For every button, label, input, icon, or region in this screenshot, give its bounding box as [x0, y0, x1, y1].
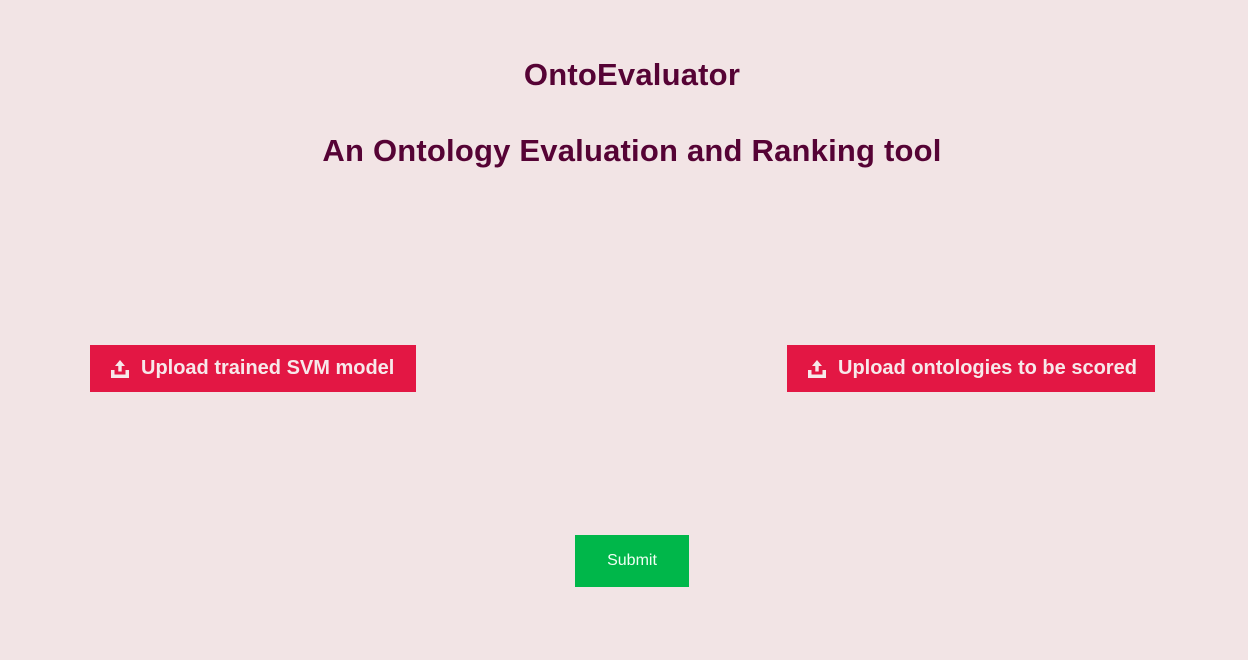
submit-button[interactable]: Submit [575, 535, 689, 587]
upload-svm-model-label: Upload trained SVM model [141, 357, 395, 379]
app-subtitle: An Ontology Evaluation and Ranking tool [322, 133, 942, 168]
upload-icon [110, 359, 130, 379]
app-title: OntoEvaluator [523, 57, 741, 92]
upload-ontologies-label: Upload ontologies to be scored [838, 357, 1137, 379]
upload-icon [807, 359, 827, 379]
upload-ontologies-button[interactable]: Upload ontologies to be scored [787, 345, 1155, 392]
upload-svm-model-button[interactable]: Upload trained SVM model [90, 345, 416, 392]
